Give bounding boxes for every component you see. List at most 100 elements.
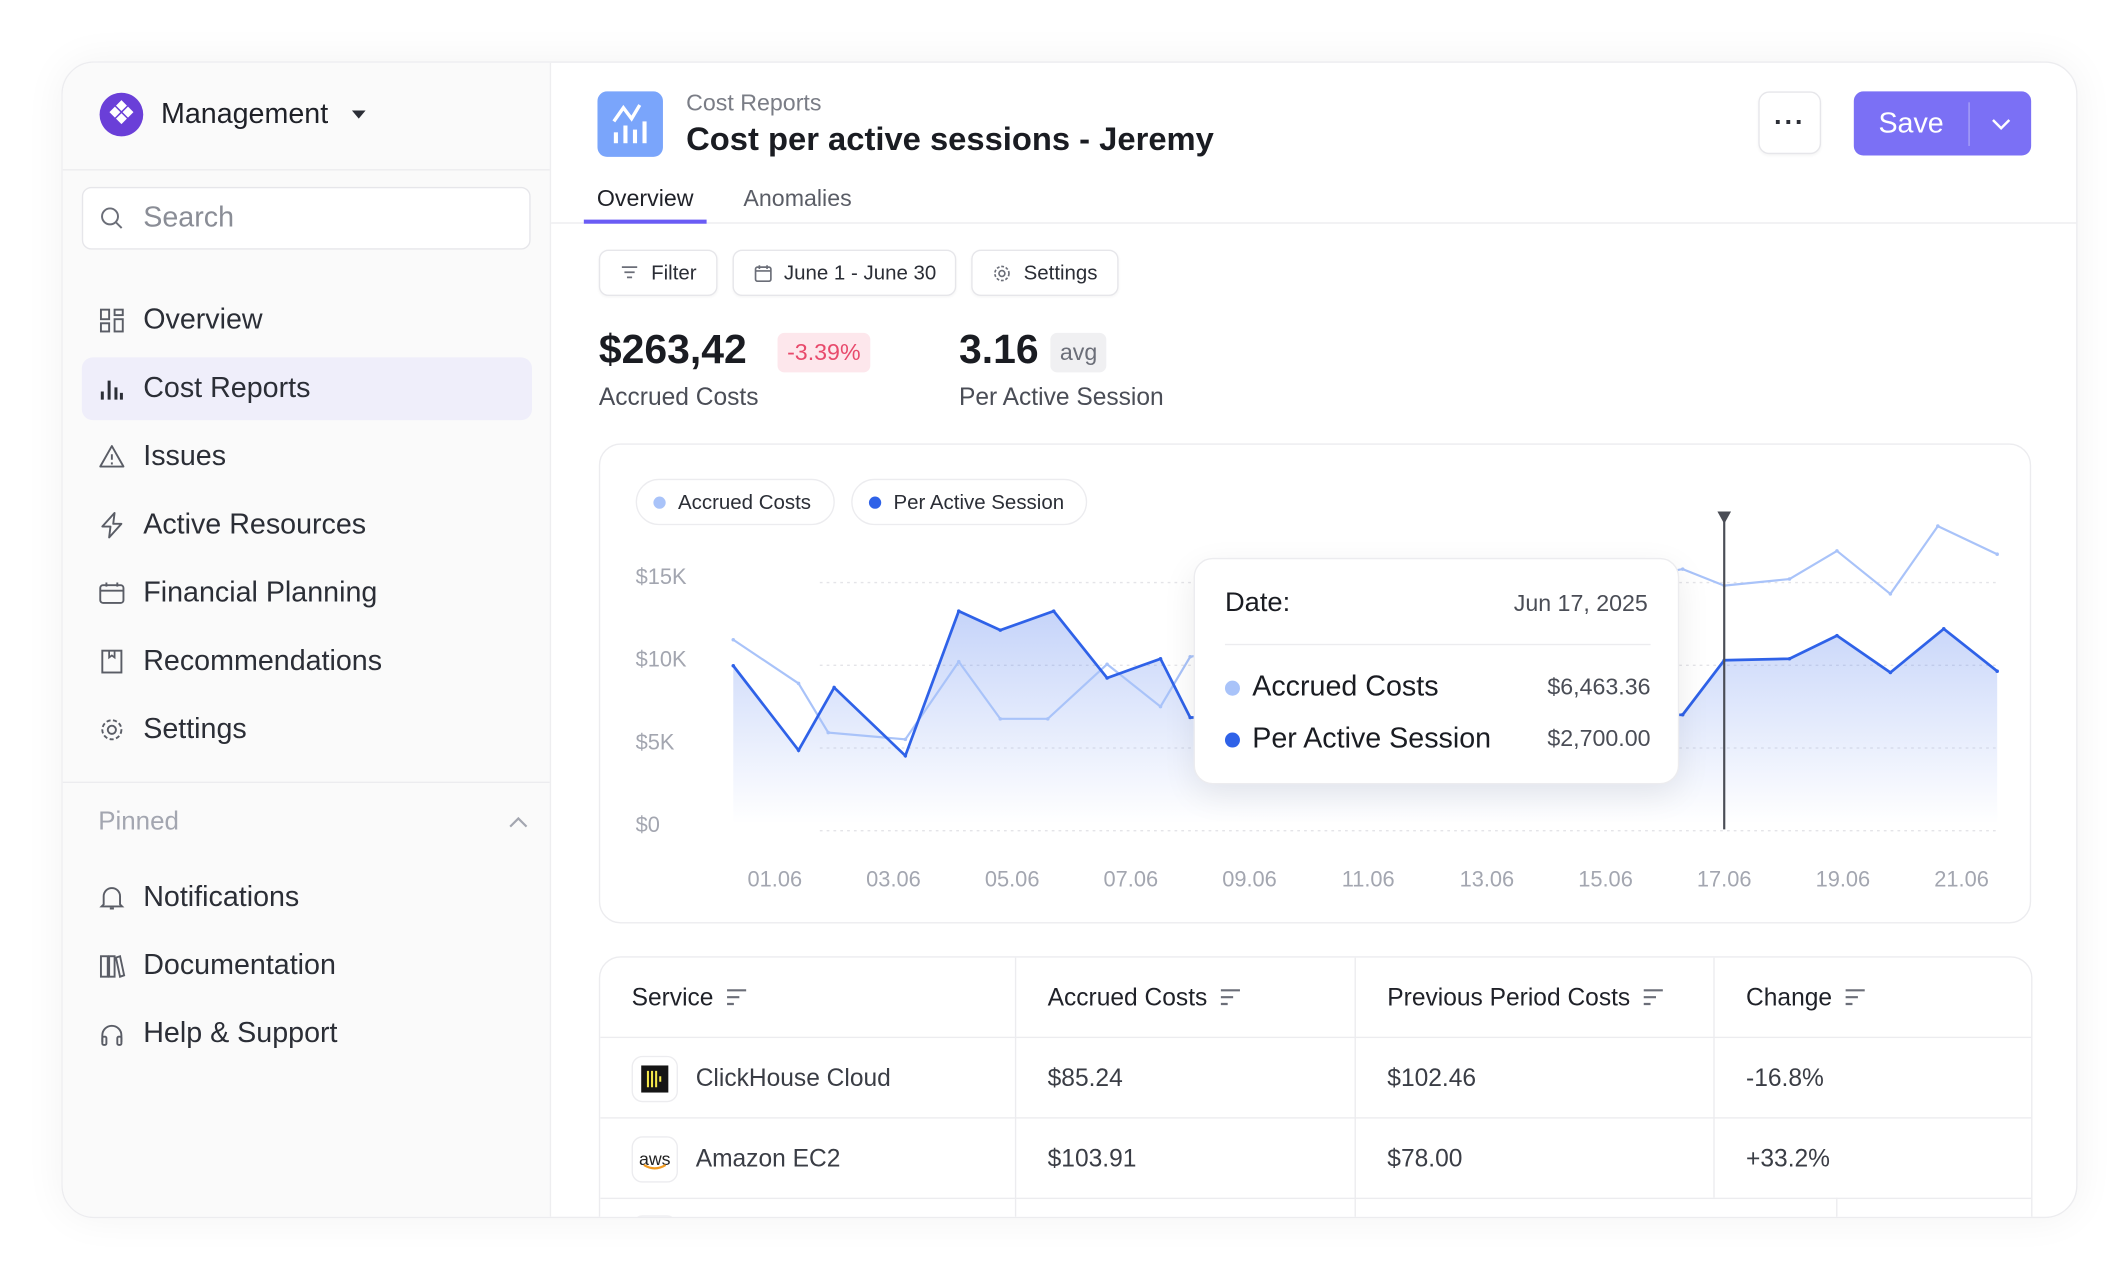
search-icon: [101, 207, 123, 229]
chevron-up-icon: [509, 816, 528, 828]
legend-per-active-session[interactable]: Per Active Session: [851, 478, 1088, 526]
legend-accrued-costs[interactable]: Accrued Costs: [635, 478, 835, 526]
service-name: Amazon EC2: [695, 1144, 841, 1172]
per-session-value: 3.16: [958, 327, 1039, 373]
x-tick-label: 17.06: [1697, 867, 1752, 892]
y-tick-label: $0: [636, 812, 660, 837]
gear-icon: [101, 719, 123, 741]
chevron-down-icon: [1991, 118, 2010, 130]
column-header[interactable]: Service: [632, 958, 748, 1037]
divider: [1968, 101, 1970, 146]
column-header[interactable]: Previous Period Costs: [1387, 958, 1664, 1037]
sort-icon: [727, 989, 747, 1006]
point-per-active-session: [1051, 609, 1056, 613]
point-per-active-session: [1105, 676, 1109, 680]
sidebar-item-label: Active Resources: [143, 508, 367, 541]
x-tick-label: 09.06: [1222, 867, 1277, 892]
books-icon: [99, 954, 126, 978]
pinned-section-toggle[interactable]: Pinned: [98, 808, 529, 838]
more-button[interactable]: ···: [1758, 91, 1822, 155]
point-per-active-session: [1835, 633, 1839, 638]
sidebar-item-label: Documentation: [143, 949, 336, 981]
accrued-costs-value: $263,42: [598, 327, 747, 373]
x-tick-label: 05.06: [985, 867, 1040, 892]
gear-icon: [994, 264, 1011, 281]
tab-anomalies[interactable]: Anomalies: [743, 185, 852, 212]
tooltip-date-label: Date:: [1224, 587, 1291, 618]
legend-dot: [653, 495, 666, 509]
report-icon: [597, 91, 663, 157]
tooltip-series-name: Per Active Session: [1252, 722, 1492, 755]
sort-icon: [1845, 989, 1865, 1006]
point-per-active-session: [832, 685, 836, 690]
point-accrued-costs: [1158, 704, 1163, 709]
pinned-label: Pinned: [98, 807, 179, 837]
point-per-active-session: [731, 663, 736, 668]
y-tick-label: $10K: [636, 647, 687, 672]
point-per-active-session: [1158, 657, 1163, 661]
sidebar-item-issues[interactable]: Issues: [82, 426, 532, 489]
sidebar-item-financial-planning[interactable]: Financial Planning: [82, 562, 532, 625]
settings-button[interactable]: Settings: [971, 249, 1119, 297]
breadcrumb[interactable]: Cost Reports: [686, 90, 822, 116]
point-accrued-costs: [1787, 577, 1792, 581]
sidebar-item-active-resources[interactable]: Active Resources: [82, 494, 532, 557]
point-accrued-costs: [731, 637, 736, 642]
point-accrued-costs: [1995, 552, 1999, 556]
x-tick-label: 03.06: [866, 867, 921, 892]
column-header[interactable]: Change: [1746, 958, 1866, 1037]
sidebar-item-help-support[interactable]: Help & Support: [82, 1003, 532, 1066]
point-accrued-costs: [826, 730, 830, 735]
sidebar-item-label: Overview: [143, 304, 263, 336]
legend-label: Accrued Costs: [677, 490, 812, 514]
sidebar-item-documentation[interactable]: Documentation: [82, 934, 532, 997]
page-title: Cost per active sessions - Jeremy: [686, 121, 1214, 159]
sidebar-item-overview[interactable]: Overview: [82, 289, 532, 352]
sort-icon: [1220, 989, 1241, 1006]
previous-cost: $78.00: [1387, 1144, 1463, 1172]
sidebar-item-label: Financial Planning: [143, 577, 378, 609]
search-input[interactable]: Search: [81, 186, 531, 250]
service-name: ClickHouse Cloud: [695, 1063, 891, 1092]
settings-label: Settings: [1023, 261, 1098, 285]
column-header-label: Previous Period Costs: [1387, 982, 1631, 1011]
point-per-active-session: [1995, 669, 1999, 673]
point-accrued-costs: [1045, 717, 1050, 721]
column-header-label: Service: [631, 982, 714, 1011]
bar-chart-icon: [100, 380, 123, 400]
save-options-button[interactable]: [1970, 117, 2031, 131]
point-per-active-session: [1888, 670, 1893, 675]
y-tick-label: $15K: [636, 564, 687, 589]
point-per-active-session: [1680, 712, 1685, 717]
point-per-active-session: [1942, 627, 1946, 631]
divider: [62, 781, 550, 783]
sidebar-item-cost-reports[interactable]: Cost Reports: [81, 357, 532, 421]
date-range-button[interactable]: June 1 - June 30: [732, 249, 957, 297]
x-tick-label: 19.06: [1816, 867, 1871, 892]
column-header[interactable]: Accrued Costs: [1048, 958, 1242, 1037]
legend-dot: [868, 495, 882, 509]
sidebar-item-settings[interactable]: Settings: [82, 698, 532, 761]
sidebar-item-notifications[interactable]: Notifications: [82, 866, 532, 929]
sidebar-item-recommendations[interactable]: Recommendations: [82, 630, 532, 693]
point-accrued-costs: [956, 659, 961, 664]
point-accrued-costs: [1680, 567, 1685, 571]
legend-label: Per Active Session: [893, 490, 1065, 514]
workspace-switcher[interactable]: Management: [98, 91, 366, 137]
point-per-active-session: [1188, 715, 1192, 720]
x-tick-label: 15.06: [1578, 867, 1633, 892]
save-button[interactable]: Save: [1878, 107, 1944, 139]
x-tick-label: 13.06: [1460, 867, 1515, 892]
crosshair-marker: [1717, 511, 1732, 524]
filter-button[interactable]: Filter: [598, 249, 718, 297]
divider: [1224, 643, 1651, 646]
accrued-cost: $85.24: [1047, 1063, 1123, 1092]
point-per-active-session: [796, 748, 801, 753]
previous-cost: $102.46: [1387, 1063, 1477, 1092]
filter-icon: [622, 265, 638, 278]
point-per-active-session: [1787, 657, 1792, 661]
services-table: Service Accrued Costs Previous Period Cost…: [598, 956, 2033, 1217]
change-badge: -3.39%: [777, 332, 871, 373]
x-tick-label: 07.06: [1104, 867, 1159, 892]
tab-overview[interactable]: Overview: [583, 186, 707, 224]
